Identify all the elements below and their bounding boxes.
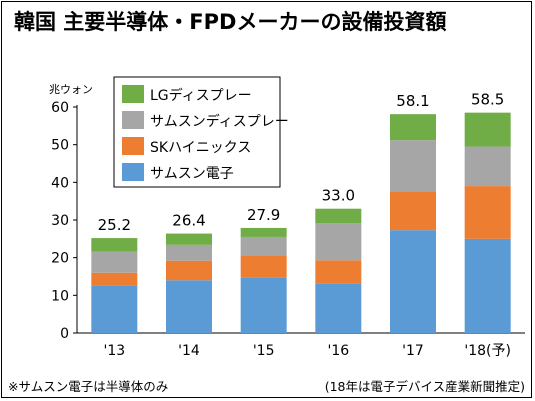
x-tick-label: '16: [327, 343, 349, 359]
footnote-right: (18年は電子デバイス産業新聞推定): [324, 379, 525, 394]
bar-segment: [166, 244, 212, 261]
bar-segment: [91, 285, 138, 333]
legend-swatch: [122, 85, 144, 103]
y-tick-label: 50: [51, 138, 69, 154]
chart-title: 韓国 主要半導体・FPDメーカーの設備投資額: [14, 10, 447, 34]
total-label: 27.9: [247, 206, 280, 224]
x-tick-label: '18(予): [464, 343, 511, 359]
bar-segment: [464, 238, 511, 333]
y-tick-label: 0: [60, 326, 69, 342]
legend-swatch: [122, 163, 144, 181]
x-tick-label: '13: [103, 343, 125, 359]
bar-segment: [166, 280, 212, 333]
legend-swatch: [122, 111, 144, 129]
bar-segment: [464, 112, 511, 147]
y-tick-label: 30: [51, 213, 69, 229]
axes: 0 10 20 30 40 50 60 '13 '14 '15 '16 '17 '18(予): [51, 100, 525, 359]
x-tick-label: '17: [402, 343, 424, 359]
legend-label: サムスン電子: [150, 166, 234, 182]
total-label: 25.2: [98, 216, 131, 234]
y-axis-label: 兆ウォン: [49, 83, 93, 96]
total-label: 26.4: [172, 212, 205, 230]
bar-segment: [390, 114, 436, 141]
total-labels: 25.2 26.4 27.9 33.0 58.1 58.5: [98, 91, 505, 234]
bar-segment: [390, 191, 436, 231]
bars: [91, 112, 511, 333]
bar-segment: [91, 238, 138, 252]
bar-segment: [315, 223, 362, 261]
footnote-left: ※サムスン電子は半導体のみ: [8, 379, 169, 394]
bar-segment: [91, 251, 138, 273]
total-label: 58.1: [396, 92, 429, 110]
bar-segment: [240, 227, 287, 237]
bar-segment: [390, 140, 436, 192]
bar-segment: [240, 255, 287, 278]
bar-segment: [390, 230, 436, 333]
bar-segment: [240, 236, 287, 256]
bar-segment: [464, 146, 511, 187]
bar-segment: [240, 277, 287, 333]
legend-swatch: [122, 137, 144, 155]
bar-segment: [166, 260, 212, 281]
total-label: 58.5: [471, 91, 504, 109]
bar-segment: [166, 233, 212, 245]
y-tick-label: 40: [51, 175, 69, 191]
y-tick-label: 20: [51, 251, 69, 267]
x-tick-label: '15: [253, 343, 275, 359]
bar-segment: [315, 283, 362, 333]
bar-segment: [315, 260, 362, 284]
x-tick-label: '14: [178, 343, 200, 359]
bar-segment: [464, 186, 511, 239]
legend-label: LGディスプレー: [150, 87, 252, 104]
bar-segment: [91, 272, 138, 286]
y-tick-label: 10: [51, 288, 69, 304]
total-label: 33.0: [322, 187, 355, 205]
legend-label: SKハイニックス: [150, 140, 251, 156]
y-tick-label: 60: [51, 100, 69, 116]
bar-segment: [315, 208, 362, 224]
legend-label: サムスンディスプレー: [150, 113, 289, 130]
